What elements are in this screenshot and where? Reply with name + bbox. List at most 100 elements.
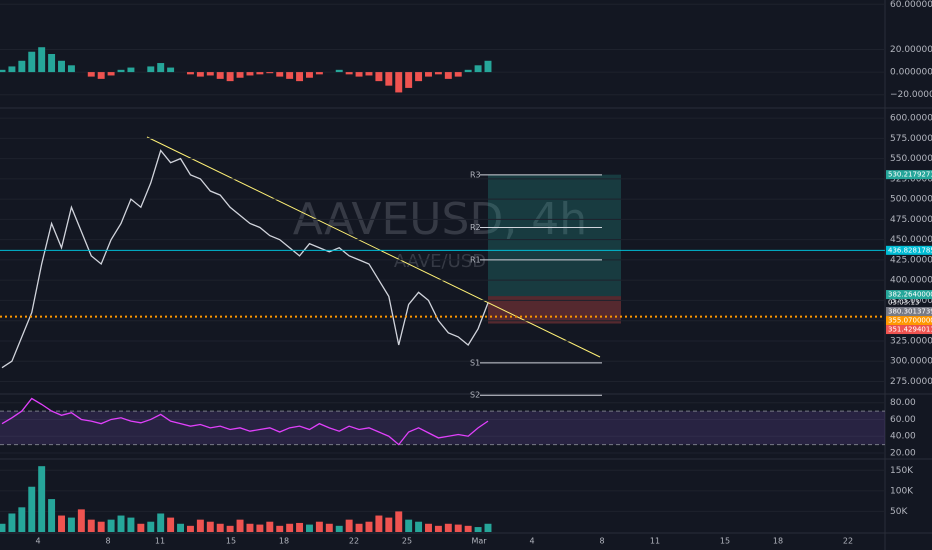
y-tick-label: 475.00000000 <box>890 215 932 225</box>
macd-bar <box>8 66 16 73</box>
volume-bar <box>415 521 423 532</box>
y-tick-label: 0.00000000 <box>890 68 932 78</box>
volume-bar <box>246 523 254 532</box>
price-tag-bg <box>886 325 932 335</box>
x-tick-label: 25 <box>402 537 412 546</box>
macd-bar <box>276 72 284 77</box>
volume-bar <box>355 523 363 532</box>
volume-bar <box>167 517 175 532</box>
macd-bar <box>226 72 234 82</box>
volume-bar <box>137 523 145 532</box>
y-tick-label: 425.00000000 <box>890 255 932 265</box>
macd-bar <box>167 67 175 73</box>
macd-bar <box>266 72 274 74</box>
macd-bar <box>28 51 36 73</box>
price-tag: 380.30137396 <box>888 308 932 316</box>
x-tick-label: 22 <box>349 537 359 546</box>
y-tick-label: 20.00 <box>890 448 916 458</box>
y-tick-label: 500.00000000 <box>890 195 932 205</box>
y-tick-label: 375.00000000 <box>890 296 932 306</box>
macd-bar <box>365 72 373 76</box>
x-tick-label: 8 <box>105 537 110 546</box>
volume-bar <box>286 523 294 532</box>
target-zone <box>488 174 621 297</box>
macd-bar <box>48 54 56 73</box>
macd-bar <box>206 72 214 76</box>
price-tag-bg <box>886 290 932 300</box>
macd-bar <box>67 65 75 73</box>
macd-bar <box>216 72 224 79</box>
volume-bar <box>18 507 26 532</box>
y-tick-label: 450.00000000 <box>890 235 932 245</box>
volume-bar <box>434 525 442 532</box>
price-tag-bg <box>886 245 932 255</box>
price-line <box>1 149 489 369</box>
volume-bar <box>365 521 373 532</box>
macd-bar <box>286 72 294 79</box>
macd-bar <box>236 72 244 78</box>
y-tick-label: 150K <box>890 466 914 476</box>
price-tag: 530.21792717 <box>888 171 932 179</box>
macd-bar <box>107 72 115 76</box>
volume-bar <box>484 523 492 532</box>
macd-bar <box>484 60 492 73</box>
x-tick-label: 22 <box>843 537 853 546</box>
volume-bar <box>216 523 224 532</box>
price-tag: 382.26400000 <box>888 291 932 299</box>
pivot-label: S1 <box>470 358 480 367</box>
volume-bar <box>444 523 452 532</box>
y-tick-label: 300.00000000 <box>890 357 932 367</box>
volume-bar <box>335 525 343 532</box>
rsi-band <box>0 411 885 445</box>
volume-bar <box>236 519 244 532</box>
volume-bar <box>206 521 214 532</box>
volume-bar <box>147 521 155 532</box>
y-tick-label: 550.00000000 <box>890 154 932 164</box>
price-tag: 436.82817857 <box>888 246 932 254</box>
volume-bar <box>157 513 165 532</box>
volume-bar <box>87 519 95 532</box>
volume-bar <box>67 517 75 532</box>
x-tick-label: 15 <box>226 537 236 546</box>
x-tick-label: 18 <box>279 537 289 546</box>
macd-bar <box>196 72 204 77</box>
volume-bar <box>117 515 125 532</box>
macd-bar <box>315 72 323 75</box>
macd-bar <box>18 60 26 73</box>
macd-bar <box>58 60 65 73</box>
macd-bar <box>97 72 105 79</box>
pivot-label: S2 <box>470 391 480 400</box>
macd-bar <box>117 69 125 73</box>
volume-bar <box>474 527 482 532</box>
macd-bar <box>335 69 343 73</box>
macd-bar <box>454 72 462 77</box>
macd-bar <box>38 47 46 73</box>
volume-bar <box>28 486 36 532</box>
volume-bar <box>77 509 85 532</box>
y-tick-label: 575.00000000 <box>890 134 932 144</box>
macd-bar <box>375 72 383 82</box>
macd-bar <box>405 72 413 88</box>
price-tag: 351.42940117 <box>888 326 932 334</box>
x-tick-label: 15 <box>720 537 730 546</box>
macd-bar <box>444 72 452 79</box>
volume-bar <box>315 521 323 532</box>
macd-bar <box>127 67 135 73</box>
y-tick-label: 600.00000000 <box>890 114 932 124</box>
y-tick-label: 40.00 <box>890 432 916 442</box>
y-tick-label: −20.00000000 <box>890 90 932 100</box>
volume-bar <box>296 522 304 532</box>
volume-bar <box>256 524 264 532</box>
y-tick-label: 100K <box>890 486 914 496</box>
macd-bar <box>296 72 304 82</box>
volume-bar <box>186 525 194 532</box>
countdown: 03:03:13 <box>888 299 919 307</box>
volume-bar <box>464 525 472 532</box>
macd-bar <box>256 72 264 75</box>
price-tag-bg <box>886 170 932 180</box>
volume-bar <box>0 523 6 532</box>
macd-bar <box>425 72 432 77</box>
macd-bar <box>87 72 95 77</box>
macd-bar <box>305 72 313 78</box>
